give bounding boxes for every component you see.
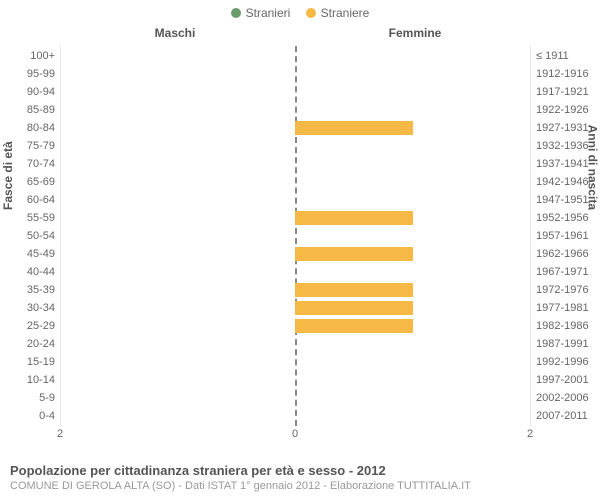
pyramid-row: [60, 389, 530, 407]
birth-year-label: 1927-1931: [536, 119, 589, 137]
age-label: 30-34: [5, 299, 55, 317]
caption-subtitle: COMUNE DI GEROLA ALTA (SO) - Dati ISTAT …: [10, 480, 590, 492]
plot-area: 100+≤ 191195-991912-191690-941917-192185…: [60, 46, 530, 426]
age-label: 50-54: [5, 227, 55, 245]
age-label: 55-59: [5, 209, 55, 227]
birth-year-label: 1992-1996: [536, 353, 589, 371]
age-label: 20-24: [5, 335, 55, 353]
pyramid-row: [60, 407, 530, 425]
pyramid-row: [60, 209, 530, 227]
pyramid-row: [60, 83, 530, 101]
pyramid-row: [60, 317, 530, 335]
age-label: 25-29: [5, 317, 55, 335]
age-label: 0-4: [5, 407, 55, 425]
birth-year-label: 1942-1946: [536, 173, 589, 191]
birth-year-label: 1947-1951: [536, 191, 589, 209]
age-label: 45-49: [5, 245, 55, 263]
bar-female: [295, 211, 413, 225]
pyramid-row: [60, 299, 530, 317]
birth-year-label: 1912-1916: [536, 65, 589, 83]
chart-container: Stranieri Straniere Maschi Femmine Fasce…: [0, 0, 600, 500]
legend-dot-female-icon: [306, 8, 316, 18]
age-label: 65-69: [5, 173, 55, 191]
bar-female: [295, 301, 413, 315]
birth-year-label: 1917-1921: [536, 83, 589, 101]
age-label: 75-79: [5, 137, 55, 155]
pyramid-row: [60, 371, 530, 389]
birth-year-label: 1937-1941: [536, 155, 589, 173]
caption-title: Popolazione per cittadinanza straniera p…: [10, 463, 590, 478]
pyramid-row: [60, 155, 530, 173]
x-tick-label: 2: [527, 428, 533, 440]
age-label: 80-84: [5, 119, 55, 137]
bar-female: [295, 247, 413, 261]
pyramid-row: [60, 281, 530, 299]
age-label: 40-44: [5, 263, 55, 281]
bar-female: [295, 283, 413, 297]
pyramid-row: [60, 119, 530, 137]
birth-year-label: 1982-1986: [536, 317, 589, 335]
age-label: 5-9: [5, 389, 55, 407]
birth-year-label: 1972-1976: [536, 281, 589, 299]
gridline: [530, 46, 531, 426]
age-label: 95-99: [5, 65, 55, 83]
pyramid-row: [60, 47, 530, 65]
column-headers: Maschi Femmine: [0, 26, 600, 44]
pyramid-row: [60, 101, 530, 119]
birth-year-label: 1922-1926: [536, 101, 589, 119]
header-male: Maschi: [60, 26, 290, 40]
caption: Popolazione per cittadinanza straniera p…: [10, 463, 590, 492]
age-label: 15-19: [5, 353, 55, 371]
birth-year-label: ≤ 1911: [536, 47, 569, 65]
legend-dot-male-icon: [231, 8, 241, 18]
age-label: 85-89: [5, 101, 55, 119]
age-label: 100+: [5, 47, 55, 65]
pyramid-row: [60, 353, 530, 371]
header-female: Femmine: [300, 26, 530, 40]
pyramid-row: [60, 335, 530, 353]
birth-year-label: 1977-1981: [536, 299, 589, 317]
age-label: 70-74: [5, 155, 55, 173]
age-label: 90-94: [5, 83, 55, 101]
bar-female: [295, 319, 413, 333]
pyramid-row: [60, 173, 530, 191]
birth-year-label: 2007-2011: [536, 407, 588, 425]
birth-year-label: 1952-1956: [536, 209, 589, 227]
legend: Stranieri Straniere: [0, 0, 600, 26]
pyramid-row: [60, 65, 530, 83]
birth-year-label: 1932-1936: [536, 137, 589, 155]
x-tick-label: 0: [292, 428, 298, 440]
legend-item-female: Straniere: [306, 6, 370, 20]
pyramid-row: [60, 191, 530, 209]
birth-year-label: 1997-2001: [536, 371, 589, 389]
birth-year-label: 2002-2006: [536, 389, 589, 407]
age-label: 10-14: [5, 371, 55, 389]
pyramid-row: [60, 137, 530, 155]
x-tick-label: 2: [57, 428, 63, 440]
pyramid-row: [60, 263, 530, 281]
age-label: 35-39: [5, 281, 55, 299]
legend-label-female: Straniere: [321, 6, 370, 20]
legend-item-male: Stranieri: [231, 6, 291, 20]
bar-female: [295, 121, 413, 135]
birth-year-label: 1967-1971: [536, 263, 589, 281]
pyramid-row: [60, 227, 530, 245]
birth-year-label: 1962-1966: [536, 245, 589, 263]
legend-label-male: Stranieri: [246, 6, 291, 20]
birth-year-label: 1957-1961: [536, 227, 589, 245]
pyramid-row: [60, 245, 530, 263]
birth-year-label: 1987-1991: [536, 335, 589, 353]
age-label: 60-64: [5, 191, 55, 209]
